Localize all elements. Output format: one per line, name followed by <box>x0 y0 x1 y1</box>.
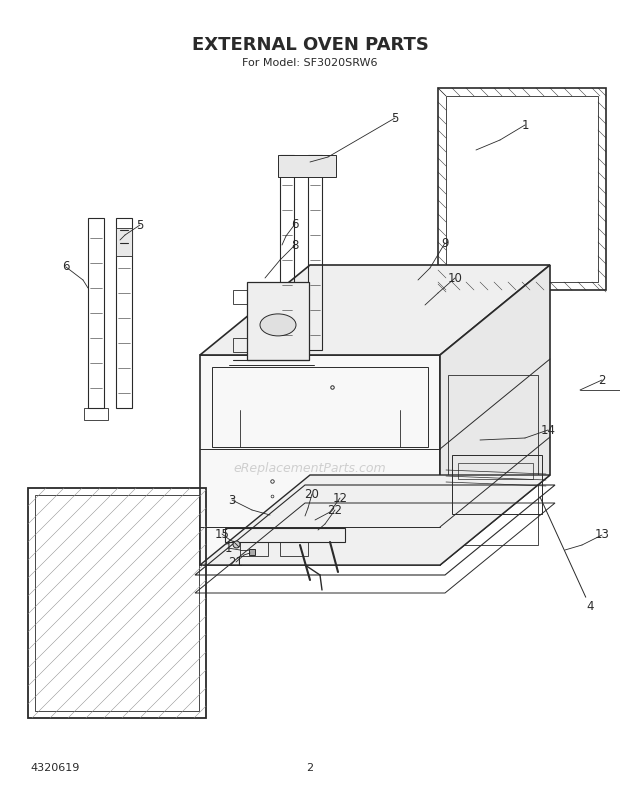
Polygon shape <box>200 355 440 565</box>
Bar <box>233 290 247 304</box>
Bar <box>280 542 308 556</box>
Bar <box>225 528 345 542</box>
Text: eReplacementParts.com: eReplacementParts.com <box>234 462 386 474</box>
Ellipse shape <box>260 314 296 336</box>
Bar <box>116 218 132 408</box>
Bar <box>308 155 322 350</box>
Text: 8: 8 <box>291 238 299 252</box>
Text: 14: 14 <box>541 424 556 436</box>
Polygon shape <box>440 265 550 565</box>
Bar <box>438 88 606 290</box>
Bar <box>116 228 132 256</box>
Text: 13: 13 <box>595 529 609 541</box>
Bar <box>446 96 598 282</box>
Bar <box>280 155 294 350</box>
Bar <box>458 463 533 479</box>
Text: 4320619: 4320619 <box>30 763 79 773</box>
Bar <box>278 155 336 177</box>
Text: 3: 3 <box>228 493 236 507</box>
Bar <box>240 542 268 556</box>
Text: 6: 6 <box>62 260 69 274</box>
Text: 20: 20 <box>304 488 319 500</box>
Text: 12: 12 <box>332 492 347 504</box>
Polygon shape <box>200 265 550 355</box>
Bar <box>247 282 309 360</box>
Text: 15: 15 <box>215 528 229 540</box>
Bar <box>28 488 206 718</box>
Text: EXTERNAL OVEN PARTS: EXTERNAL OVEN PARTS <box>192 36 428 54</box>
Bar <box>448 375 538 545</box>
Text: 1: 1 <box>521 118 529 132</box>
Text: 2: 2 <box>598 373 606 387</box>
Text: 9: 9 <box>441 237 449 249</box>
Text: 10: 10 <box>448 271 463 285</box>
Text: 22: 22 <box>327 503 342 517</box>
Text: 2: 2 <box>306 763 314 773</box>
Bar <box>233 338 247 352</box>
Bar <box>88 218 104 408</box>
Text: 21: 21 <box>229 555 244 569</box>
Text: 1: 1 <box>224 541 232 555</box>
Bar <box>212 367 428 447</box>
Text: For Model: SF3020SRW6: For Model: SF3020SRW6 <box>242 58 378 68</box>
Text: 5: 5 <box>136 219 144 231</box>
Text: 4: 4 <box>540 497 594 613</box>
Bar <box>35 495 199 711</box>
Bar <box>452 455 542 514</box>
Text: 6: 6 <box>291 218 299 230</box>
Polygon shape <box>200 475 550 565</box>
Text: 5: 5 <box>391 111 399 125</box>
